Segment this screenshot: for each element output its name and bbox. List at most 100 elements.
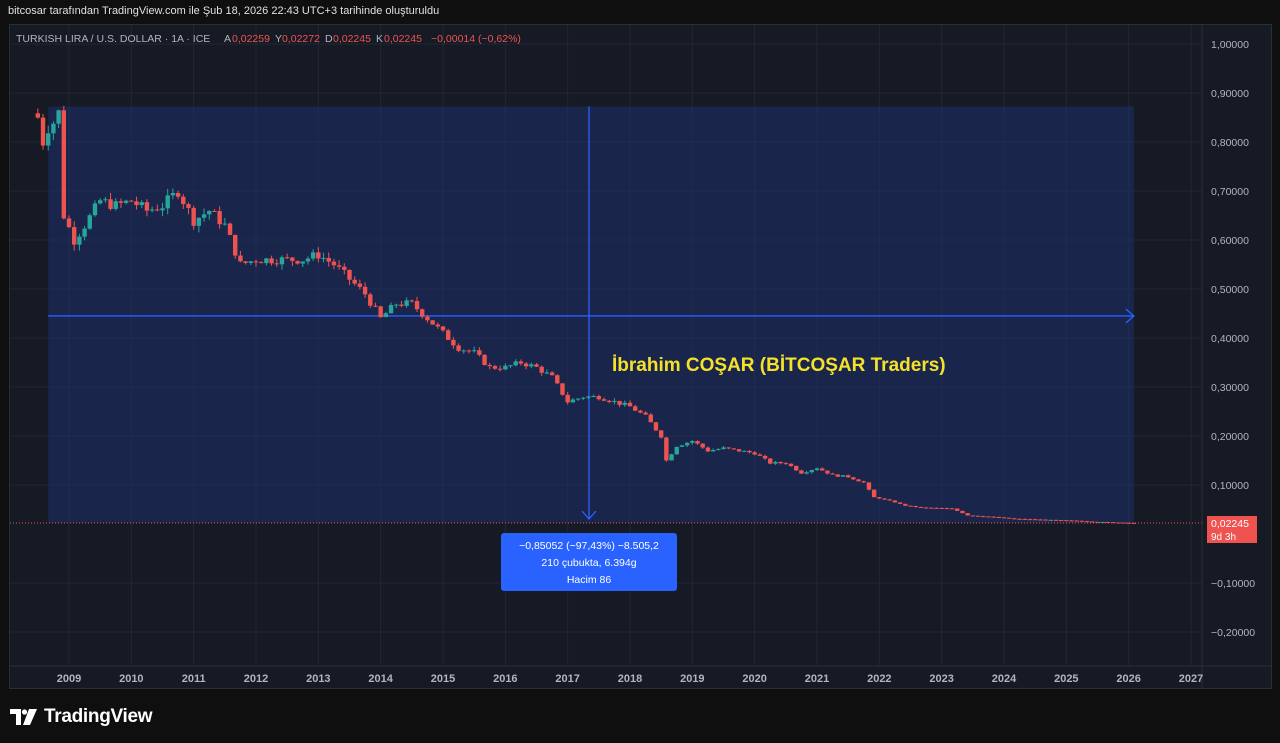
- time-axis[interactable]: 2009 2010 2011 2012 2013 2014 2015 2016 2017 2018…: [10, 665, 1271, 685]
- candle-body: [451, 339, 456, 346]
- footer: [0, 690, 1280, 743]
- candle-body: [290, 257, 295, 261]
- measure-range-box[interactable]: [48, 106, 1135, 523]
- measure-line-2: 210 çubukta, 6.394g: [541, 557, 636, 569]
- time-tick-label: 2015: [431, 673, 455, 685]
- candle-body: [752, 452, 757, 455]
- candle-body: [762, 455, 768, 459]
- candle-body: [503, 365, 508, 370]
- candle-body: [1131, 522, 1137, 524]
- candle-body: [1027, 519, 1033, 521]
- candle-body: [819, 468, 825, 471]
- candle-body: [456, 345, 461, 351]
- candle-body: [648, 414, 653, 423]
- candle-body: [955, 508, 960, 511]
- candle-body: [420, 309, 425, 317]
- candle-body: [46, 133, 51, 146]
- time-tick-label: 2020: [742, 673, 766, 685]
- legend-close-label: K: [376, 33, 383, 45]
- candle-body: [1100, 521, 1105, 523]
- candle-body: [414, 301, 420, 310]
- price-tick-label: 0,30000: [1211, 382, 1249, 394]
- candle-body: [799, 470, 804, 474]
- candle-body: [669, 454, 674, 461]
- time-tick-label: 2009: [57, 673, 81, 685]
- price-tick-label: 0,50000: [1211, 284, 1249, 296]
- candle-body: [1048, 519, 1053, 521]
- candle-body: [445, 330, 451, 340]
- time-tick-label: 2024: [992, 673, 1017, 685]
- candle-body: [492, 366, 498, 369]
- candle-body: [695, 441, 700, 444]
- candle-body: [201, 214, 207, 218]
- candle-body: [840, 475, 846, 477]
- candle-body: [565, 394, 570, 403]
- last-price-value: 0,02245: [1211, 518, 1249, 530]
- chart-panel[interactable]: 1,00000 0,90000 0,80000 0,70000 0,60000 0,500…: [9, 24, 1272, 689]
- top-caption-bar: bitcosar tarafından TradingView.com ile …: [0, 0, 1280, 24]
- candle-body: [217, 211, 222, 225]
- time-tick-label: 2012: [244, 673, 268, 685]
- price-tick-label: −0,10000: [1211, 578, 1255, 590]
- candle-body: [960, 510, 965, 514]
- candle-body: [913, 506, 918, 508]
- candle-body: [638, 410, 643, 413]
- candle-body: [778, 461, 783, 464]
- candle-body: [66, 218, 72, 228]
- candle-body: [1006, 517, 1012, 519]
- candle-body: [653, 422, 659, 431]
- candle-body: [92, 203, 98, 216]
- candle-body: [461, 350, 466, 352]
- candle-body: [269, 258, 274, 264]
- author-annotation[interactable]: İbrahim COŞAR (BİTCOŞAR Traders): [612, 355, 946, 376]
- candle-body: [716, 449, 721, 451]
- candle-body: [627, 402, 633, 407]
- candle-body: [632, 406, 638, 411]
- candle-body: [487, 364, 492, 367]
- candle-body: [710, 449, 716, 452]
- candle-body: [939, 507, 944, 509]
- candle-body: [929, 507, 934, 509]
- candle-body: [186, 204, 191, 208]
- candle-body: [425, 316, 430, 321]
- candle-body: [388, 304, 394, 314]
- candle-body: [274, 263, 279, 265]
- candle-body: [814, 468, 820, 471]
- candle-body: [523, 363, 529, 367]
- candle-body: [871, 489, 877, 498]
- candle-body: [544, 372, 550, 374]
- candle-body: [305, 258, 311, 262]
- candle-body: [617, 400, 622, 405]
- candle-body: [497, 368, 503, 370]
- time-tick-label: 2011: [182, 673, 206, 685]
- candle-body: [965, 513, 970, 516]
- time-tick-label: 2021: [805, 673, 829, 685]
- legend-open-label: A: [224, 33, 231, 45]
- candle-body: [1043, 519, 1048, 521]
- tradingview-logo[interactable]: TradingView: [10, 706, 153, 728]
- candle-body: [222, 223, 228, 225]
- candle-body: [233, 234, 238, 256]
- legend-low-label: D: [325, 33, 333, 45]
- candle-body: [378, 306, 383, 318]
- candle-body: [581, 397, 586, 399]
- candle-body: [279, 257, 285, 265]
- price-axis[interactable]: 1,00000 0,90000 0,80000 0,70000 0,60000 0,500…: [1201, 25, 1255, 688]
- candle-body: [175, 192, 181, 197]
- candle-body: [726, 447, 731, 449]
- candle-body: [264, 258, 269, 264]
- candle-body: [248, 261, 254, 263]
- candle-body: [347, 269, 352, 280]
- time-tick-label: 2010: [119, 673, 143, 685]
- candle-body: [331, 261, 337, 266]
- candle-body: [368, 294, 373, 306]
- candle-body: [123, 200, 129, 203]
- price-chart[interactable]: 1,00000 0,90000 0,80000 0,70000 0,60000 0,500…: [10, 25, 1271, 688]
- candle-body: [155, 209, 160, 211]
- candle-body: [357, 283, 363, 287]
- candle-body: [845, 475, 851, 478]
- candle-body: [555, 375, 560, 384]
- candle-body: [897, 502, 903, 504]
- candle-body: [809, 470, 815, 473]
- candle-body: [1079, 520, 1085, 522]
